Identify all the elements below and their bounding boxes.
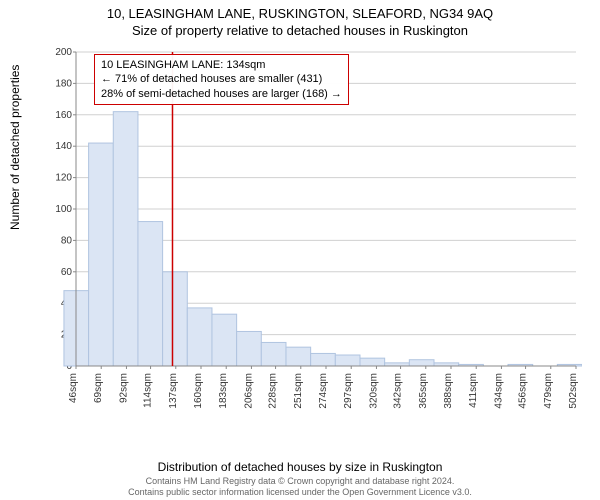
svg-text:183sqm: 183sqm [218, 373, 229, 409]
svg-text:120: 120 [55, 173, 72, 184]
annotation-box: 10 LEASINGHAM LANE: 134sqm ← 71% of deta… [94, 54, 349, 105]
footer: Contains HM Land Registry data © Crown c… [0, 476, 600, 498]
svg-text:69sqm: 69sqm [93, 373, 104, 403]
svg-text:342sqm: 342sqm [393, 373, 404, 409]
chart-subtitle: Size of property relative to detached ho… [0, 21, 600, 38]
chart-area: 02040608010012014016018020046sqm69sqm92s… [52, 46, 582, 416]
svg-text:200: 200 [55, 47, 72, 58]
svg-text:251sqm: 251sqm [293, 373, 304, 409]
svg-text:137sqm: 137sqm [168, 373, 179, 409]
svg-text:456sqm: 456sqm [518, 373, 529, 409]
svg-text:160: 160 [55, 110, 72, 121]
svg-text:114sqm: 114sqm [143, 373, 154, 408]
annotation-line2: ← 71% of detached houses are smaller (43… [101, 72, 342, 86]
svg-text:411sqm: 411sqm [468, 373, 479, 408]
svg-text:160sqm: 160sqm [193, 373, 204, 409]
chart-title: 10, LEASINGHAM LANE, RUSKINGTON, SLEAFOR… [0, 0, 600, 21]
svg-text:502sqm: 502sqm [568, 373, 579, 409]
svg-text:434sqm: 434sqm [493, 373, 504, 409]
svg-text:365sqm: 365sqm [418, 373, 429, 409]
svg-text:228sqm: 228sqm [268, 373, 279, 409]
svg-text:80: 80 [61, 235, 73, 246]
svg-text:140: 140 [55, 141, 72, 152]
svg-text:388sqm: 388sqm [443, 373, 454, 409]
footer-line1: Contains HM Land Registry data © Crown c… [0, 476, 600, 487]
svg-text:320sqm: 320sqm [368, 373, 379, 409]
svg-text:180: 180 [55, 78, 72, 89]
svg-text:60: 60 [61, 267, 73, 278]
y-axis-label: Number of detached properties [8, 65, 22, 230]
svg-text:206sqm: 206sqm [243, 373, 254, 409]
annotation-line3: 28% of semi-detached houses are larger (… [101, 87, 342, 101]
annotation-line1: 10 LEASINGHAM LANE: 134sqm [101, 58, 342, 72]
svg-text:100: 100 [55, 204, 72, 215]
svg-text:46sqm: 46sqm [68, 373, 79, 403]
chart-container: 10, LEASINGHAM LANE, RUSKINGTON, SLEAFOR… [0, 0, 600, 500]
x-axis-label: Distribution of detached houses by size … [0, 460, 600, 474]
svg-text:297sqm: 297sqm [343, 373, 354, 409]
svg-text:479sqm: 479sqm [543, 373, 554, 409]
footer-line2: Contains public sector information licen… [0, 487, 600, 498]
svg-text:92sqm: 92sqm [118, 373, 129, 403]
svg-text:274sqm: 274sqm [318, 373, 329, 409]
